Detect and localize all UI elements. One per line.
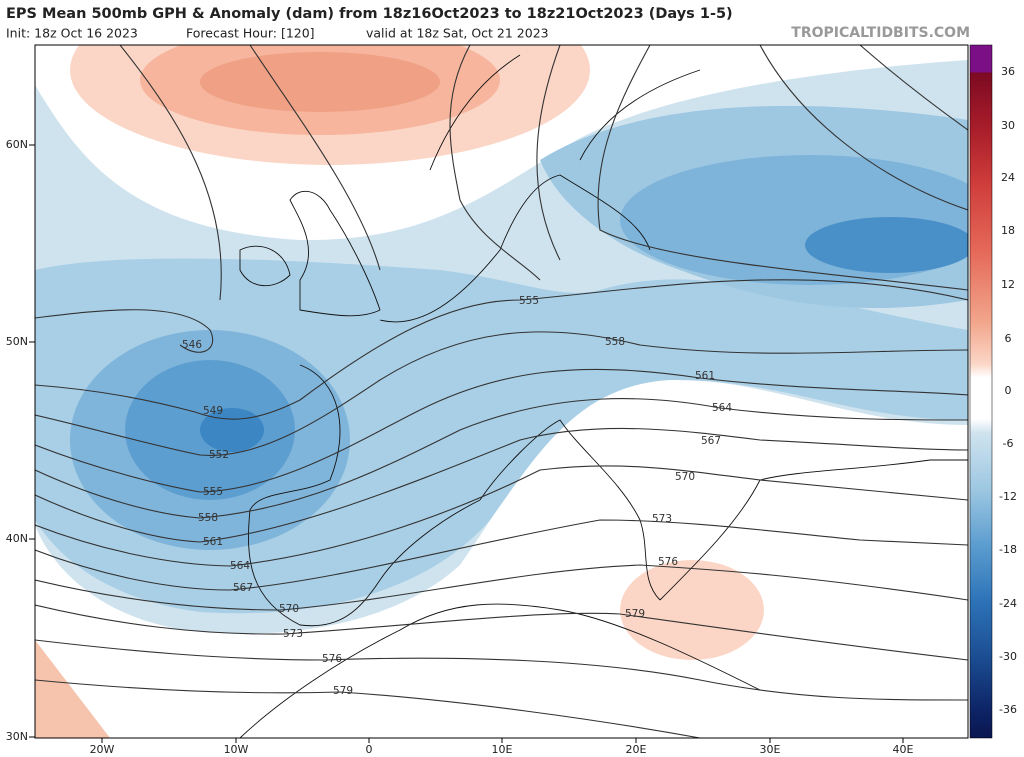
colorbar-label: -6	[1003, 437, 1014, 450]
latitude-label: 50N	[6, 335, 28, 348]
colorbar-label: 18	[1001, 224, 1015, 237]
colorbar	[969, 44, 993, 739]
contour-label: 573	[652, 513, 672, 525]
contour-label: 576	[322, 653, 342, 665]
contour-label: 567	[233, 582, 253, 594]
watermark: TROPICALTIDBITS.COM	[791, 25, 970, 41]
latitude-label: 60N	[6, 138, 28, 151]
contour-label: 555	[519, 295, 539, 307]
longitude-label: 30E	[760, 743, 781, 756]
contour-label: 567	[701, 435, 721, 447]
contour-label: 555	[203, 486, 223, 498]
colorbar-label: -36	[999, 703, 1017, 716]
colorbar-label: 0	[1005, 384, 1012, 397]
title: EPS Mean 500mb GPH & Anomaly (dam) from …	[6, 6, 733, 22]
contour-label: 576	[658, 556, 678, 568]
contour-label: 549	[203, 405, 223, 417]
colorbar-label: -12	[999, 490, 1017, 503]
valid-time: valid at 18z Sat, Oct 21 2023	[366, 26, 549, 41]
contour-label: 564	[712, 402, 732, 414]
contour-label: 558	[605, 336, 625, 348]
colorbar-label: 24	[1001, 171, 1015, 184]
contour-label: 570	[279, 603, 299, 615]
colorbar-label: 30	[1001, 119, 1015, 132]
contour-label: 558	[198, 512, 218, 524]
latitude-label: 40N	[6, 532, 28, 545]
longitude-label: 10E	[492, 743, 513, 756]
init-time: Init: 18z Oct 16 2023	[6, 26, 138, 41]
longitude-label: 10W	[224, 743, 249, 756]
colorbar-label: -30	[999, 650, 1017, 663]
contour-label: 546	[182, 339, 202, 351]
contour-label: 564	[230, 560, 250, 572]
colorbar-label: -24	[999, 597, 1017, 610]
contour-label: 579	[625, 608, 645, 620]
contour-label: 552	[209, 449, 229, 461]
contour-label: 561	[695, 370, 715, 382]
longitude-label: 0	[366, 743, 373, 756]
longitude-label: 40E	[893, 743, 914, 756]
contour-label: 579	[333, 685, 353, 697]
map: 546 549 552 555 558 561 564 567 570 573 576 579 555 5…	[35, 45, 968, 738]
contour-label: 570	[675, 471, 695, 483]
colorbar-label: 6	[1005, 332, 1012, 345]
longitude-label: 20E	[626, 743, 647, 756]
colorbar-label: 12	[1001, 278, 1015, 291]
latitude-label: 30N	[6, 730, 28, 743]
longitude-label: 20W	[90, 743, 115, 756]
contour-label: 573	[283, 628, 303, 640]
colorbar-label: 36	[1001, 65, 1015, 78]
forecast-hour: Forecast Hour: [120]	[186, 26, 315, 41]
colorbar-label: -18	[999, 543, 1017, 556]
contour-label: 561	[203, 536, 223, 548]
